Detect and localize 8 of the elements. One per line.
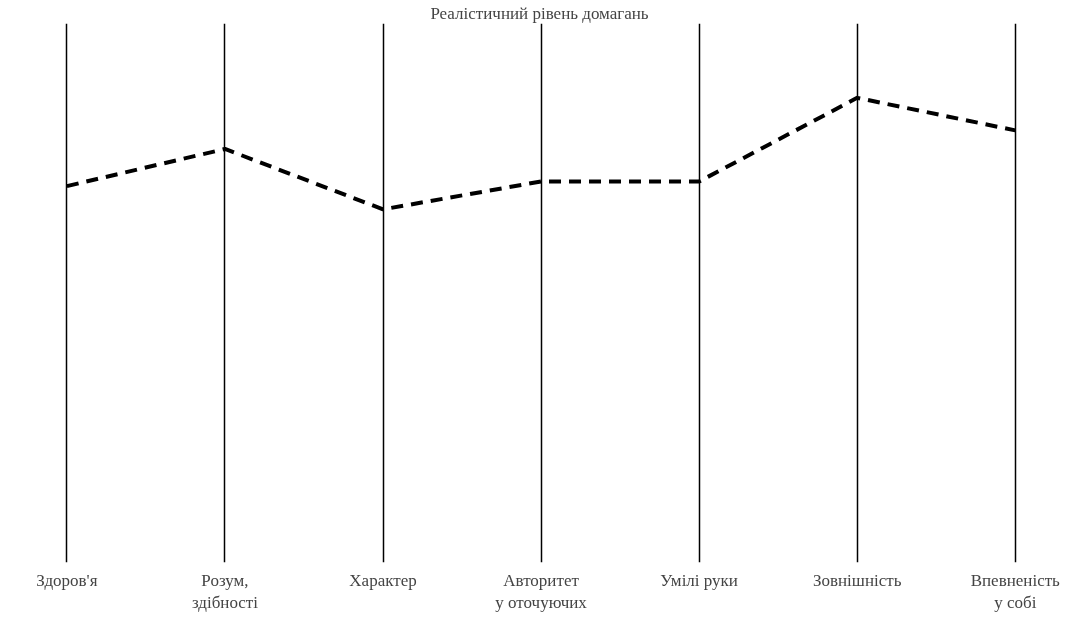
x-tick-label: Зовнішність	[812, 570, 902, 590]
x-tick-label: Розум, здібності	[191, 570, 259, 613]
x-tick-label: Умілі руки	[660, 570, 738, 590]
chart-title: Реалістичний рівень домагань	[430, 3, 649, 23]
x-tick-label: Характер	[349, 570, 417, 590]
x-tick-label: Авторитет у оточуючих	[495, 570, 588, 613]
x-tick-label: Впевненість у собі	[970, 570, 1061, 613]
x-tick-label: Здоров'я	[36, 570, 98, 590]
